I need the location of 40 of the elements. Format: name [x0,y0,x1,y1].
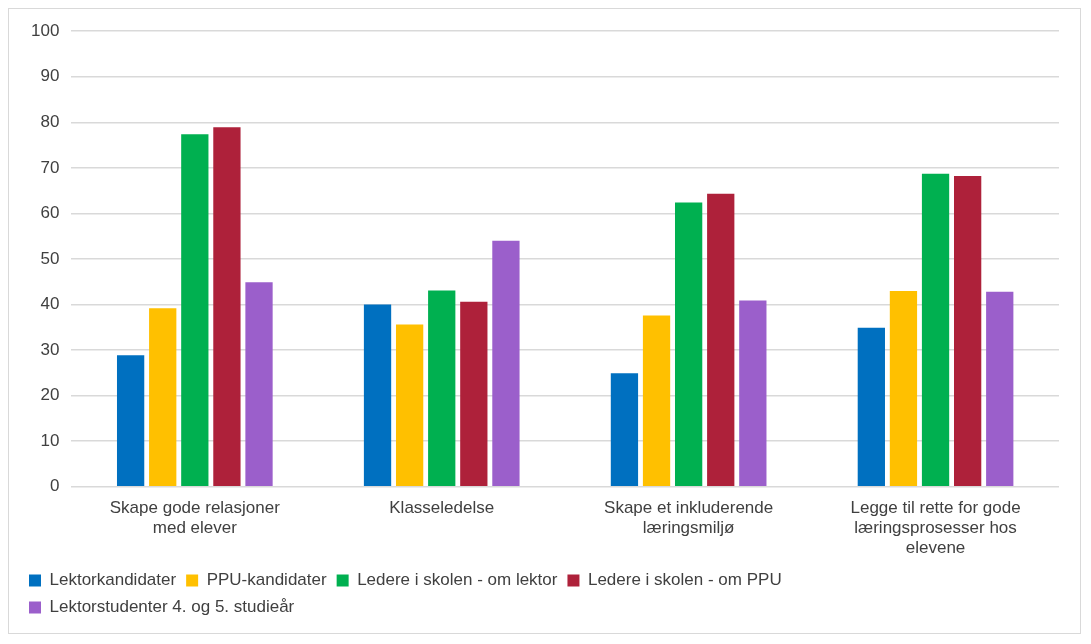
x-tick-label: Skape gode relasjoner med elever [109,497,281,538]
y-tick-label: 20 [40,385,60,405]
y-tick-label: 0 [49,476,60,496]
bar [116,355,145,487]
x-tick-label: Legge til rette for gode læringsprosesser hos elevene [850,497,1021,558]
y-tick-label: 80 [40,112,60,132]
y-tick-label: 60 [40,203,60,223]
bar [675,202,703,487]
y-tick-label: 70 [40,157,60,177]
bar [707,193,735,487]
bar [428,290,456,487]
legend-label: Ledere i skolen - om PPU [587,570,782,590]
bar [213,127,241,487]
y-tick-label: 100 [30,20,60,40]
bar [921,173,950,487]
bar [857,327,885,487]
bar [395,324,424,487]
y-tick-label: 10 [40,430,60,450]
x-tick-label: Skape et inkluderende læringsmiljø [604,497,774,538]
legend-label: Lektorkandidater [49,570,177,590]
y-tick-label: 30 [40,339,60,359]
bar [460,301,488,487]
y-tick-label: 90 [40,66,60,86]
legend-label: PPU-kandidater [206,570,327,590]
y-tick-label: 50 [40,248,60,268]
bar [986,291,1014,487]
bar [492,240,520,487]
y-tick-label: 40 [40,294,60,314]
bar [889,290,918,487]
legend-label: Ledere i skolen - om lektor [357,570,558,590]
bar [181,134,209,487]
bar [149,308,177,487]
bar [739,300,767,487]
bar [245,282,273,487]
bar [642,315,671,487]
bar [954,176,982,487]
legend-label: Lektorstudenter 4. og 5. studieår [49,597,295,617]
x-tick-label: Klasseledelse [389,497,495,517]
bar [363,304,392,487]
bar [610,373,639,487]
